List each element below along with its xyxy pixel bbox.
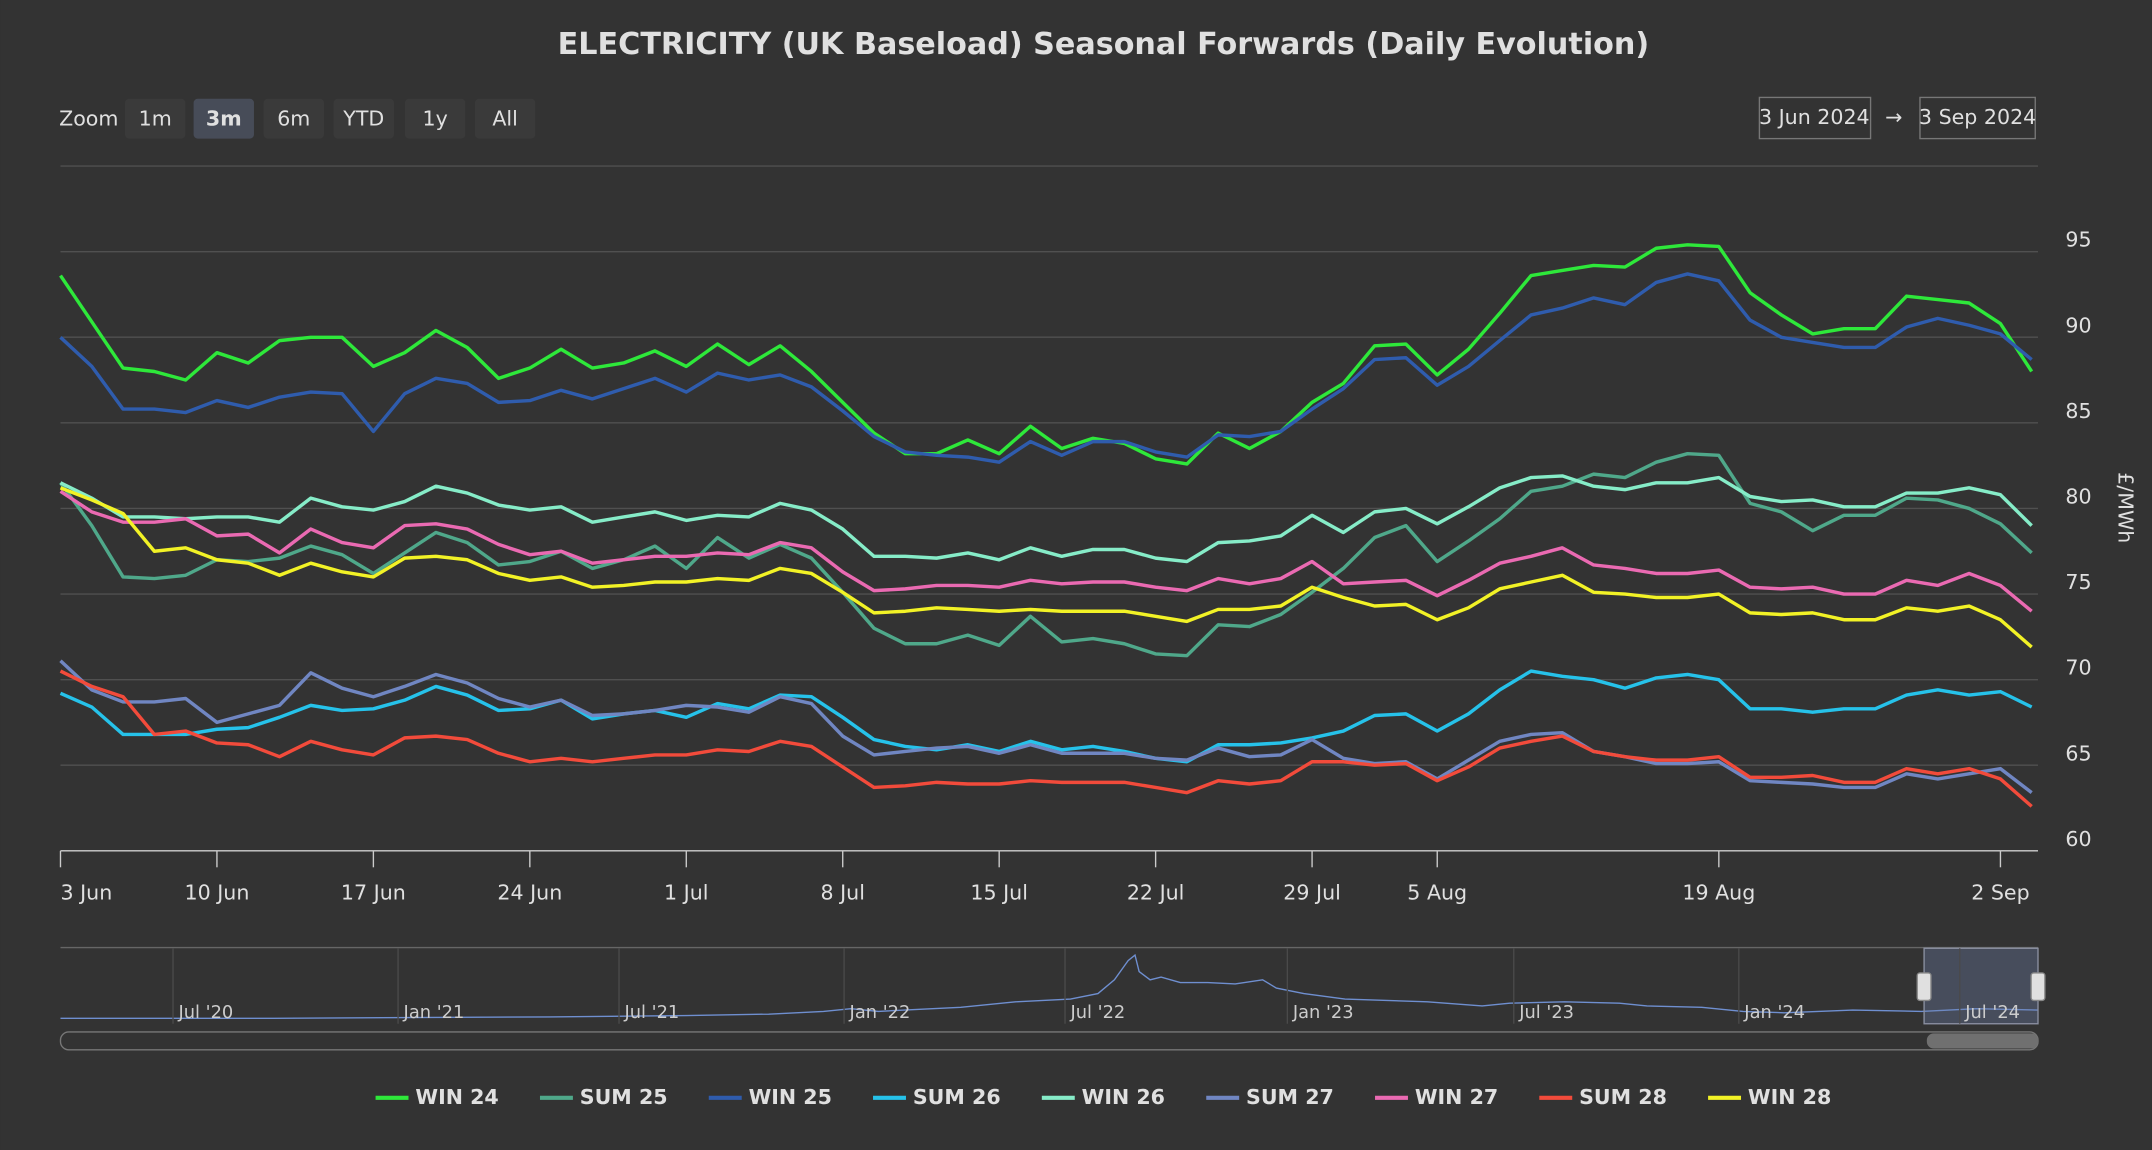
navigator-label: Jul '20 <box>178 1002 234 1023</box>
scrollbar-track[interactable] <box>59 1031 2039 1051</box>
zoom-button-label[interactable]: 1y <box>422 106 447 130</box>
y-tick-label: 80 <box>2065 484 2091 508</box>
range-to[interactable]: 3 Sep 2024 <box>1919 105 2036 129</box>
legend-label[interactable]: SUM 28 <box>1579 1085 1667 1109</box>
navigator-label: Jul '21 <box>624 1002 680 1023</box>
series-line <box>59 669 2033 808</box>
zoom-button-label[interactable]: 1m <box>139 106 172 130</box>
x-tick-label: 3 Jun <box>60 880 112 904</box>
legend-label[interactable]: SUM 25 <box>580 1085 668 1109</box>
zoom-button-label[interactable]: All <box>492 106 518 130</box>
navigator-handle-left[interactable] <box>1916 972 1932 1002</box>
zoom-button[interactable] <box>193 98 254 139</box>
series-line <box>59 489 2033 613</box>
x-tick-label: 22 Jul <box>1127 880 1185 904</box>
zoom-button-label[interactable]: 6m <box>277 106 310 130</box>
zoom-label: Zoom <box>59 106 118 130</box>
y-tick-label: 75 <box>2065 570 2091 594</box>
legend-item[interactable]: WIN 24 <box>375 1085 499 1109</box>
legend-item[interactable]: SUM 28 <box>1539 1085 1667 1109</box>
y-tick-label: 90 <box>2065 313 2091 337</box>
range-from[interactable]: 3 Jun 2024 <box>1759 105 1870 129</box>
range-from-box[interactable] <box>1758 96 1872 140</box>
range-to-box[interactable] <box>1919 96 2036 140</box>
series-line <box>59 451 2033 658</box>
y-tick-label: 65 <box>2065 741 2091 765</box>
zoom-button[interactable] <box>333 98 394 139</box>
legend-label[interactable]: WIN 25 <box>749 1085 832 1109</box>
x-tick-label: 5 Aug <box>1407 880 1467 904</box>
zoom-button-label[interactable]: 3m <box>206 106 242 130</box>
x-tick-label: 10 Jun <box>184 880 249 904</box>
y-tick-label: 85 <box>2065 399 2091 423</box>
zoom-button[interactable] <box>263 98 324 139</box>
navigator-handle-right[interactable] <box>2030 972 2046 1002</box>
legend: WIN 24 SUM 25 WIN 25 SUM 26 WIN 26 SUM 27 WIN … <box>375 1085 1831 1109</box>
navigator-label: Jan '24 <box>1743 1002 1805 1023</box>
zoom-button[interactable] <box>404 98 466 139</box>
x-tick-label: 8 Jul <box>820 880 864 904</box>
x-tick-label: 24 Jun <box>497 880 562 904</box>
series-line <box>59 272 2033 464</box>
x-tick-label: 15 Jul <box>970 880 1028 904</box>
legend-item[interactable]: WIN 28 <box>1708 1085 1831 1109</box>
x-tick-label: 17 Jun <box>341 880 406 904</box>
legend-label[interactable]: SUM 27 <box>1246 1085 1334 1109</box>
navigator-label: Jan '21 <box>403 1002 465 1023</box>
y-tick-label: 60 <box>2065 827 2091 851</box>
x-tick-label: 2 Sep <box>1971 880 2029 904</box>
legend-label[interactable]: WIN 26 <box>1082 1085 1165 1109</box>
legend-item[interactable]: WIN 25 <box>708 1085 832 1109</box>
series-line <box>59 659 2033 795</box>
zoom-button-label[interactable]: YTD <box>342 106 384 130</box>
navigator-series <box>60 953 2039 1019</box>
zoom-button[interactable] <box>474 98 536 139</box>
navigator-label: Jul '22 <box>1070 1002 1126 1023</box>
y-tick-label: 95 <box>2065 228 2091 252</box>
series-line <box>59 243 2034 466</box>
navigator-label: Jul '23 <box>1518 1002 1574 1023</box>
x-tick-label: 1 Jul <box>664 880 708 904</box>
chart-title: ELECTRICITY (UK Baseload) Seasonal Forwa… <box>558 27 1650 62</box>
zoom-button[interactable] <box>124 98 186 139</box>
y-axis-title: £/MWh <box>2113 472 2137 543</box>
legend-item[interactable]: SUM 27 <box>1206 1085 1334 1109</box>
legend-item[interactable]: SUM 26 <box>873 1085 1001 1109</box>
series-line <box>59 474 2033 564</box>
navigator-label: Jan '22 <box>849 1002 911 1023</box>
scrollbar-thumb[interactable] <box>1926 1033 2038 1049</box>
legend-label[interactable]: WIN 27 <box>1415 1085 1498 1109</box>
legend-label[interactable]: WIN 24 <box>415 1085 498 1109</box>
series-line <box>59 669 2033 764</box>
series-line <box>59 486 2033 649</box>
legend-item[interactable]: WIN 26 <box>1041 1085 1165 1109</box>
legend-item[interactable]: WIN 27 <box>1375 1085 1498 1109</box>
legend-label[interactable]: SUM 26 <box>913 1085 1001 1109</box>
y-tick-label: 70 <box>2065 656 2091 680</box>
legend-label[interactable]: WIN 28 <box>1748 1085 1831 1109</box>
range-arrow: → <box>1885 105 1902 129</box>
x-tick-label: 29 Jul <box>1283 880 1341 904</box>
x-tick-label: 19 Aug <box>1682 880 1755 904</box>
navigator-label: Jan '23 <box>1292 1002 1354 1023</box>
legend-item[interactable]: SUM 25 <box>539 1085 668 1109</box>
navigator-mask[interactable] <box>1923 947 2039 1025</box>
navigator-label: Jul '24 <box>1964 1002 2020 1023</box>
